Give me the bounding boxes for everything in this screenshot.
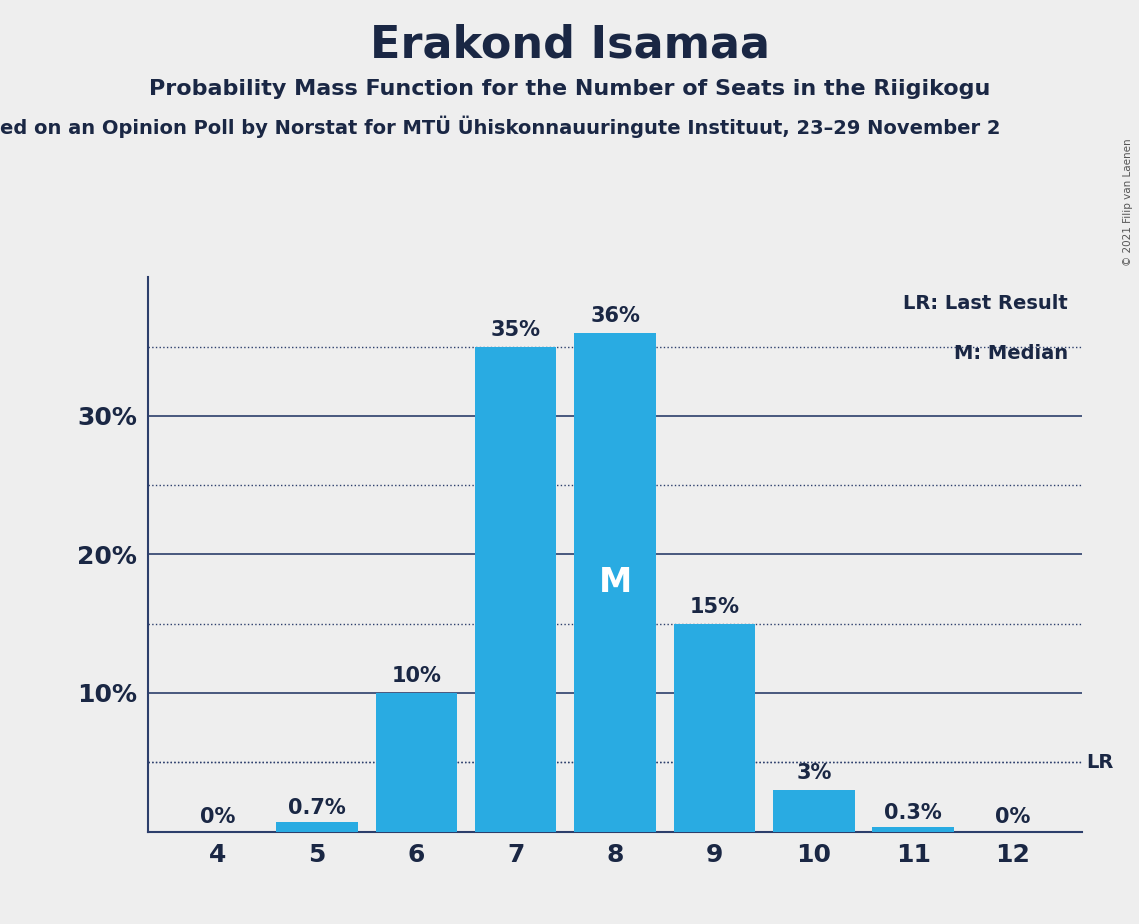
- Bar: [773, 790, 854, 832]
- Bar: [872, 828, 953, 832]
- Text: 0%: 0%: [200, 808, 236, 828]
- Text: 0.3%: 0.3%: [884, 803, 942, 823]
- Text: LR: Last Result: LR: Last Result: [903, 294, 1068, 313]
- Text: 15%: 15%: [689, 597, 739, 617]
- Text: 10%: 10%: [392, 666, 441, 686]
- Bar: [376, 693, 457, 832]
- Text: 0%: 0%: [994, 808, 1030, 828]
- Text: Erakond Isamaa: Erakond Isamaa: [369, 23, 770, 67]
- Text: © 2021 Filip van Laenen: © 2021 Filip van Laenen: [1123, 139, 1133, 266]
- Bar: [475, 346, 557, 832]
- Text: 3%: 3%: [796, 763, 831, 784]
- Text: ed on an Opinion Poll by Norstat for MTÜ Ühiskonnauuringute Instituut, 23–29 Nov: ed on an Opinion Poll by Norstat for MTÜ…: [0, 116, 1000, 138]
- Text: 36%: 36%: [590, 306, 640, 326]
- Text: M: M: [598, 565, 632, 599]
- Text: 35%: 35%: [491, 320, 541, 340]
- Bar: [277, 822, 358, 832]
- Text: LR: LR: [1087, 753, 1114, 772]
- Text: M: Median: M: Median: [954, 344, 1068, 363]
- Bar: [673, 624, 755, 832]
- Text: 0.7%: 0.7%: [288, 797, 346, 818]
- Bar: [574, 333, 656, 832]
- Text: Probability Mass Function for the Number of Seats in the Riigikogu: Probability Mass Function for the Number…: [149, 79, 990, 99]
